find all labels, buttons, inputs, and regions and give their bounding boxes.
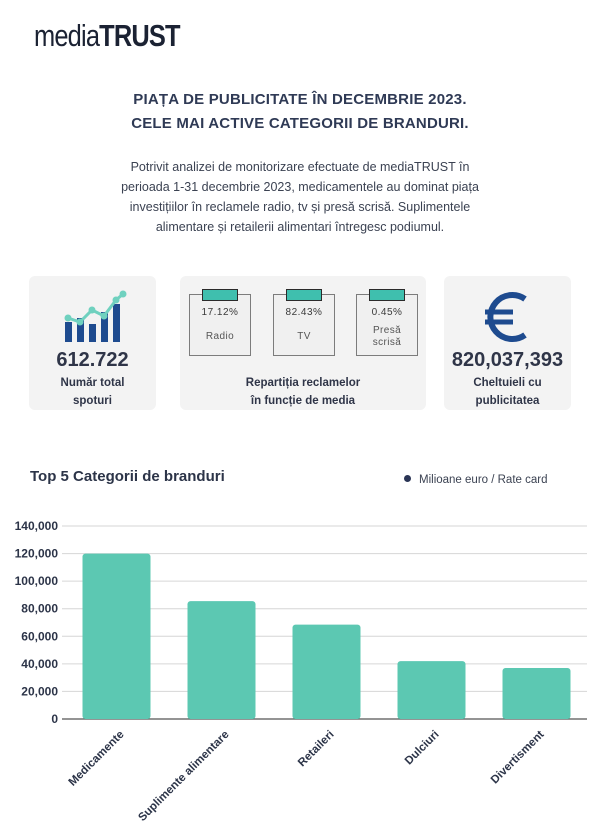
headline-line-1: PIAȚA DE PUBLICITATE ÎN DECEMBRIE 2023. <box>133 91 467 108</box>
media-name-radio: Radio <box>190 331 250 343</box>
headline-line-2: CELE MAI ACTIVE CATEGORII DE BRANDURI. <box>131 115 469 132</box>
spots-card: 612.722 Număr total spoturi <box>29 276 156 410</box>
spots-label-line-2: spoturi <box>73 395 112 407</box>
media-pct-press: 0.45% <box>371 307 403 318</box>
x-tick-label: Suplimente alimentare <box>136 729 231 824</box>
mediatrust-logo: mediaTRUST <box>34 18 181 54</box>
logo-text-media: media <box>34 18 100 53</box>
spend-label-line-1: Cheltuieli cu <box>473 377 542 389</box>
x-tick-label: Divertisment <box>489 729 547 787</box>
media-name-press-line-2: scrisă <box>372 337 402 348</box>
y-tick-label: 120,000 <box>15 547 59 561</box>
y-tick-label: 80,000 <box>21 602 58 616</box>
spots-label: Număr total spoturi <box>29 374 156 410</box>
media-name-tv: TV <box>274 331 334 343</box>
x-tick-label: Dulciuri <box>403 729 442 768</box>
intro-paragraph: Potrivit analizei de monitorizare efectu… <box>121 160 479 234</box>
media-box-press: 0.45% Presă scrisă <box>356 289 418 356</box>
media-pct-radio: 17.12% <box>201 307 239 318</box>
y-tick-label: 60,000 <box>21 629 58 643</box>
media-name-press-line-1: Presă <box>372 325 402 336</box>
bar-suplimente-alimentare <box>187 601 256 719</box>
spots-total-value: 612.722 <box>56 349 129 371</box>
y-tick-label: 140,000 <box>15 519 59 533</box>
spend-total-value: 820,037,393 <box>451 349 564 371</box>
chart-legend: Milioane euro / Rate card <box>404 474 547 486</box>
spend-label-line-2: publicitatea <box>475 395 540 407</box>
bar-divertisment <box>502 667 571 719</box>
headline: PIAȚA DE PUBLICITATE ÎN DECEMBRIE 2023. … <box>0 88 600 136</box>
x-tick-label: Retaileri <box>296 729 337 770</box>
euro-icon <box>485 292 527 342</box>
y-tick-label: 40,000 <box>21 657 58 671</box>
bar-dulciuri <box>397 661 466 719</box>
y-tick-label: 100,000 <box>15 574 59 588</box>
media-label-line-1: Repartiția reclamelor <box>245 377 361 389</box>
logo-text-trust: TRUST <box>99 18 180 53</box>
legend-dot-icon <box>404 475 411 482</box>
spots-label-line-1: Număr total <box>60 377 125 389</box>
spend-label: Cheltuieli cu publicitatea <box>444 374 571 410</box>
x-tick-label: Medicamente <box>67 729 127 789</box>
bar-retaileri <box>292 624 361 719</box>
media-tab <box>286 289 322 301</box>
media-tab <box>202 289 238 301</box>
legend-label: Milioane euro / Rate card <box>419 474 548 486</box>
media-tab <box>369 289 405 301</box>
media-label: Repartiția reclamelor în funcție de medi… <box>180 374 426 410</box>
growth-chart-icon <box>64 290 127 342</box>
y-tick-label: 20,000 <box>21 684 58 698</box>
y-tick-label: 0 <box>51 712 58 726</box>
media-box-tv: 82.43% TV <box>273 289 335 356</box>
media-box-radio: 17.12% Radio <box>189 289 251 356</box>
spend-card: 820,037,393 Cheltuieli cu publicitatea <box>444 276 571 410</box>
media-name-press: Presă scrisă <box>357 325 417 349</box>
media-label-line-2: în funcție de media <box>250 395 356 407</box>
chart-title: Top 5 Categorii de branduri <box>30 468 225 485</box>
media-pct-tv: 82.43% <box>285 307 323 318</box>
media-name-radio-text: Radio <box>205 331 235 342</box>
media-name-tv-text: TV <box>297 331 311 342</box>
bar-medicamente <box>82 553 151 719</box>
